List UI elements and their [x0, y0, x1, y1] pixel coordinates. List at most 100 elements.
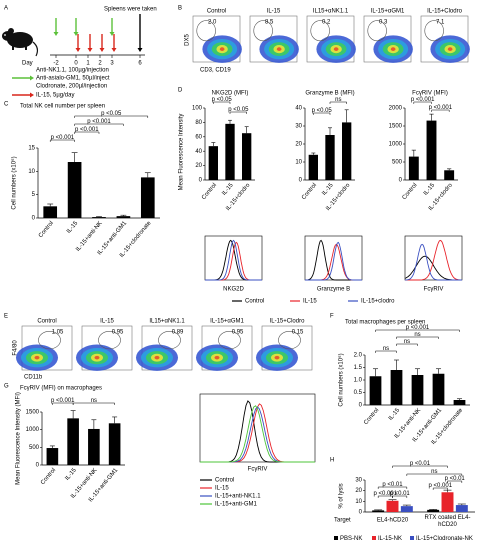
error-bar: [429, 509, 438, 510]
x-tick-label: Control: [38, 220, 55, 239]
y-tick-label: 500: [392, 160, 403, 166]
bar: [390, 370, 403, 405]
error-bar: [388, 499, 397, 501]
y-tick-label: 10: [295, 160, 302, 166]
error-bar: [414, 368, 421, 375]
flow-density: [94, 355, 100, 360]
y-tick-label: 1500: [389, 124, 403, 130]
significance-label: p <0.05: [312, 108, 333, 114]
x-tick-label: IL-15: [321, 182, 335, 197]
significance-bracket: [329, 101, 347, 104]
error-bar: [393, 359, 400, 370]
histogram-x-label: Granzyme B: [317, 287, 350, 293]
timeline-day: 1: [86, 61, 90, 67]
significance-bracket: [392, 495, 408, 498]
legend-text: IL-15: [303, 299, 317, 305]
error-bar: [311, 152, 316, 155]
x-tick-label: IL-15: [221, 182, 235, 197]
error-bar: [120, 214, 127, 217]
flow-gate-value: 1.05: [52, 330, 64, 336]
histogram-x-label: FcγRIV: [424, 287, 444, 293]
legend-text: PBS-NK: [340, 536, 362, 542]
flow-gate: [98, 330, 121, 350]
significance-label: p <0.001: [51, 398, 75, 404]
error-bar: [112, 416, 118, 424]
significance-label: p <0.001: [429, 483, 453, 489]
error-bar: [456, 398, 463, 400]
error-bar: [443, 489, 452, 493]
flow-density: [390, 47, 396, 51]
error-bar: [429, 113, 434, 121]
error-bar: [244, 126, 249, 134]
y-tick-label: 15: [28, 146, 35, 152]
panel-letter: F: [330, 314, 334, 320]
significance-label: ns: [91, 398, 97, 404]
histogram-curve: [200, 405, 315, 463]
legend-text: Control: [215, 478, 234, 484]
y-tick-label: 40: [195, 149, 202, 155]
bar: [427, 509, 440, 512]
legend-text: Clodronate, 200µl/injection: [36, 84, 107, 90]
axis-label: CD3, CD19: [200, 68, 231, 74]
significance-label: ns: [431, 469, 437, 475]
significance-label: p <0.01: [445, 476, 466, 482]
y-tick-label: 1000: [389, 142, 403, 148]
bar: [408, 156, 419, 180]
significance-bracket: [229, 111, 247, 114]
significance-label: p <0.001: [411, 97, 435, 103]
error-bar: [402, 504, 411, 507]
y-tick-label: 30: [355, 478, 362, 484]
flow-gate-value: 0.2: [322, 20, 331, 26]
error-bar: [49, 445, 55, 449]
panel-letter: B: [178, 6, 182, 12]
y-tick-label: 40: [295, 106, 302, 112]
significance-bracket: [431, 109, 450, 112]
error-bar: [328, 127, 332, 135]
flow-gate-value: 7.1: [436, 20, 445, 26]
significance-bracket: [313, 112, 331, 115]
y-tick-label: 0.5: [354, 390, 363, 396]
y-axis-label: Cell numbers (x10⁶): [11, 156, 18, 209]
chart-title: NKG2D (MFI): [212, 91, 249, 97]
legend-text: Control: [245, 299, 264, 305]
histogram-curve: [200, 403, 315, 463]
bar: [88, 428, 100, 465]
bar: [453, 400, 466, 405]
flow-density: [214, 355, 220, 360]
legend-text: IL-15+Clodronate-NK: [416, 536, 473, 542]
significance-bracket: [375, 350, 397, 353]
bar: [43, 206, 58, 218]
significance-label: p <0.001: [75, 127, 99, 133]
panel-letter: C: [4, 102, 9, 108]
legend-text: IL-15: [215, 486, 229, 492]
flow-title: IL15+αNK1.1: [149, 319, 185, 325]
significance-label: p <0.01: [390, 491, 411, 497]
panel-letter: A: [4, 6, 8, 12]
histogram-frame: [204, 235, 263, 281]
histogram-curve: [305, 241, 362, 281]
x-tick-label: IL-15: [66, 220, 80, 235]
flow-title: IL-15+Clodro: [270, 319, 306, 325]
legend-swatch: [334, 536, 338, 540]
significance-label: p <0.001: [429, 105, 453, 111]
significance-label: p <0.001: [51, 135, 75, 141]
treatment-arrow-head: [73, 32, 79, 36]
error-bar: [411, 149, 416, 157]
flow-gate: [38, 330, 61, 350]
flow-density: [447, 47, 453, 51]
significance-bracket: [74, 131, 100, 134]
panel-letter: H: [330, 458, 334, 464]
y-tick-label: 0: [399, 178, 403, 184]
significance-label: p <0.01: [410, 461, 431, 467]
chart-title: FcγRIV (MFI) on macrophages: [20, 386, 102, 392]
flow-gate: [367, 20, 387, 42]
legend-text: IL-15-NK: [378, 536, 402, 542]
flow-gate-value: 0.15: [292, 330, 304, 336]
flow-gate: [158, 330, 181, 350]
flow-density: [276, 47, 282, 51]
histogram-curve: [200, 406, 315, 463]
significance-label: ns: [404, 339, 410, 345]
y-axis-label: % of lysis: [339, 483, 345, 508]
bar: [67, 418, 79, 465]
y-tick-label: 10: [28, 169, 35, 175]
